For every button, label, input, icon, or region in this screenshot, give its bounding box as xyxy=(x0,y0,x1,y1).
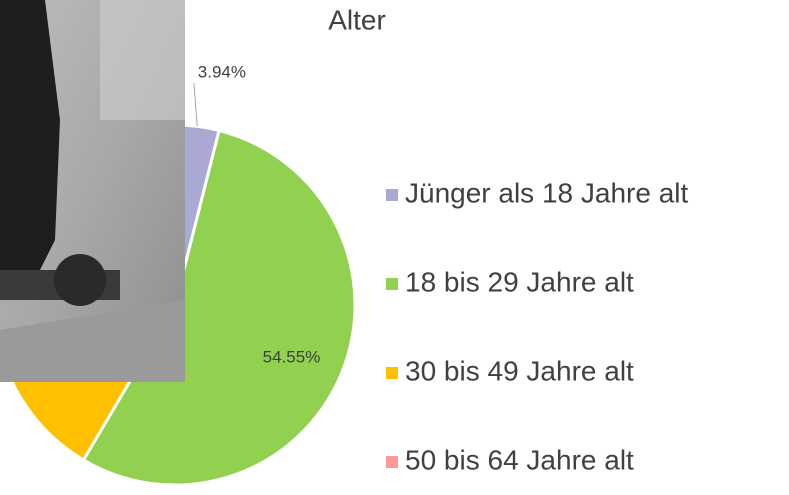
chart-title: Alter xyxy=(328,4,386,35)
data-label: 3.94% xyxy=(198,62,246,81)
photo xyxy=(0,0,185,382)
legend-label: 30 bis 49 Jahre alt xyxy=(405,355,634,386)
legend-swatch xyxy=(386,456,398,468)
legend-swatch xyxy=(386,278,398,290)
legend-label: Jünger als 18 Jahre alt xyxy=(405,177,689,208)
legend-swatch xyxy=(386,189,398,201)
leader-line xyxy=(194,83,197,127)
data-label: 54.55% xyxy=(263,347,321,366)
legend: Jünger als 18 Jahre alt 18 bis 29 Jahre a… xyxy=(386,177,689,475)
chart: 3.94% 54.55% Alter Jünger als 18 Jahre al… xyxy=(0,0,789,490)
legend-swatch xyxy=(386,367,398,379)
legend-label: 50 bis 64 Jahre alt xyxy=(405,444,634,475)
legend-label: 18 bis 29 Jahre alt xyxy=(405,266,634,297)
